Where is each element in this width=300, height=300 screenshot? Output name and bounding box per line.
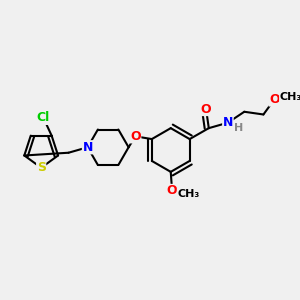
Text: O: O: [130, 130, 141, 143]
Text: H: H: [234, 123, 244, 133]
Text: O: O: [269, 93, 280, 106]
Text: S: S: [37, 161, 46, 174]
Text: Cl: Cl: [37, 111, 50, 124]
Text: CH₃: CH₃: [280, 92, 300, 102]
Text: CH₃: CH₃: [177, 189, 200, 199]
Text: O: O: [167, 184, 177, 197]
Text: O: O: [201, 103, 212, 116]
Text: N: N: [223, 116, 233, 129]
Text: N: N: [82, 141, 93, 154]
